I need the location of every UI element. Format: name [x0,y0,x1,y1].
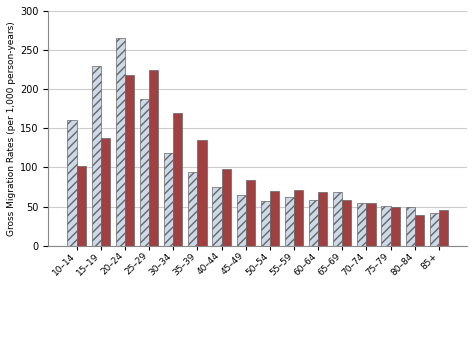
Bar [91,66,101,246]
Bar [391,207,400,246]
Y-axis label: Gross Migration Rates (per 1,000 person-years): Gross Migration Rates (per 1,000 person-… [7,21,16,236]
Bar [221,169,231,246]
Bar [285,197,294,246]
Bar [318,192,328,246]
Bar [188,172,197,246]
Bar [67,120,77,246]
Bar [342,200,351,246]
Bar [415,215,424,246]
Bar [149,71,158,246]
Bar [164,153,173,246]
Bar [357,204,366,246]
Bar [197,140,207,246]
Bar [406,207,415,246]
Bar [77,166,86,246]
Bar [173,113,182,246]
Bar [261,201,270,246]
Bar [382,206,391,246]
Bar [140,99,149,246]
Bar [237,195,246,246]
Bar [270,191,279,246]
Bar [101,138,110,246]
Bar [116,38,125,246]
Bar [125,75,134,246]
Bar [333,192,342,246]
Bar [246,180,255,246]
Bar [309,199,318,246]
Bar [366,203,375,246]
Bar [294,190,303,246]
Bar [212,187,221,246]
Bar [429,213,439,246]
Bar [439,211,448,246]
